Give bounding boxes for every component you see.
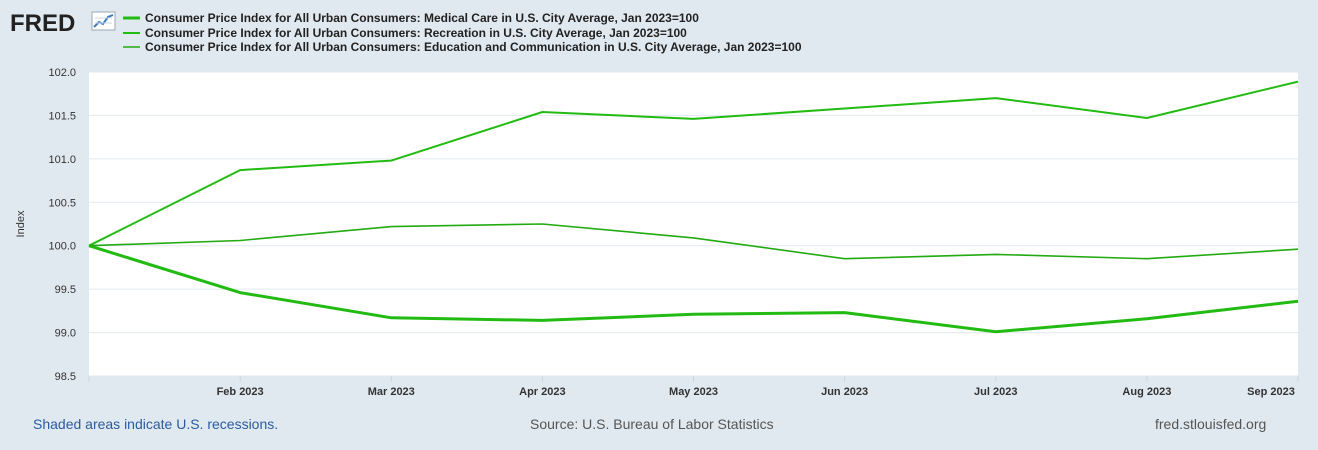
x-tick-label: Mar 2023 bbox=[368, 386, 415, 398]
plot-area bbox=[89, 72, 1298, 376]
y-tick-label: 99.5 bbox=[55, 284, 76, 296]
y-axis-label: Index bbox=[15, 210, 27, 237]
x-tick-label: Jun 2023 bbox=[821, 386, 868, 398]
y-tick-label: 100.0 bbox=[48, 241, 76, 253]
y-tick-label: 101.5 bbox=[48, 110, 76, 122]
series-lines bbox=[88, 80, 1299, 334]
fred-logo-text: FRED bbox=[10, 10, 75, 37]
fred-logo-chart-icon bbox=[91, 11, 116, 31]
legend-item-education-communication[interactable]: Consumer Price Index for All Urban Consu… bbox=[123, 40, 802, 54]
legend-label-recreation: Consumer Price Index for All Urban Consu… bbox=[145, 26, 687, 40]
x-tick-label: Feb 2023 bbox=[217, 386, 264, 398]
y-tick-label: 102.0 bbox=[48, 67, 76, 79]
x-tick-label: May 2023 bbox=[669, 386, 718, 398]
legend-label-education-communication: Consumer Price Index for All Urban Consu… bbox=[145, 40, 802, 54]
y-tick-label: 100.5 bbox=[48, 197, 76, 209]
x-tick-label: Jul 2023 bbox=[974, 386, 1017, 398]
y-tick-label: 98.5 bbox=[55, 371, 76, 383]
y-tick-label: 99.0 bbox=[55, 328, 76, 340]
site-link[interactable]: fred.stlouisfed.org bbox=[1155, 416, 1267, 432]
series-medical-care-line[interactable] bbox=[88, 244, 1299, 334]
x-tick-label: Aug 2023 bbox=[1122, 386, 1171, 398]
series-recreation-line[interactable] bbox=[88, 80, 1299, 247]
legend-item-recreation[interactable]: Consumer Price Index for All Urban Consu… bbox=[123, 26, 687, 40]
series-education-communication-line[interactable] bbox=[88, 223, 1299, 260]
x-tick-label: Apr 2023 bbox=[519, 386, 565, 398]
source-text: Source: U.S. Bureau of Labor Statistics bbox=[530, 416, 774, 432]
recession-note-link[interactable]: Shaded areas indicate U.S. recessions. bbox=[33, 416, 279, 432]
legend-label-medical-care: Consumer Price Index for All Urban Consu… bbox=[145, 11, 699, 25]
legend: Consumer Price Index for All Urban Consu… bbox=[123, 11, 802, 54]
x-axis-ticks: Feb 2023 Mar 2023 Apr 2023 May 2023 Jun 2023… bbox=[88, 376, 1299, 398]
legend-item-medical-care[interactable]: Consumer Price Index for All Urban Consu… bbox=[123, 11, 699, 25]
x-tick-label: Sep 2023 bbox=[1247, 386, 1295, 398]
y-axis-ticks: 98.5 99.0 99.5 100.0 100.5 101.0 101.5 102.0 bbox=[48, 67, 76, 383]
fred-logo[interactable]: FRED bbox=[10, 10, 116, 37]
y-tick-label: 101.0 bbox=[48, 154, 76, 166]
